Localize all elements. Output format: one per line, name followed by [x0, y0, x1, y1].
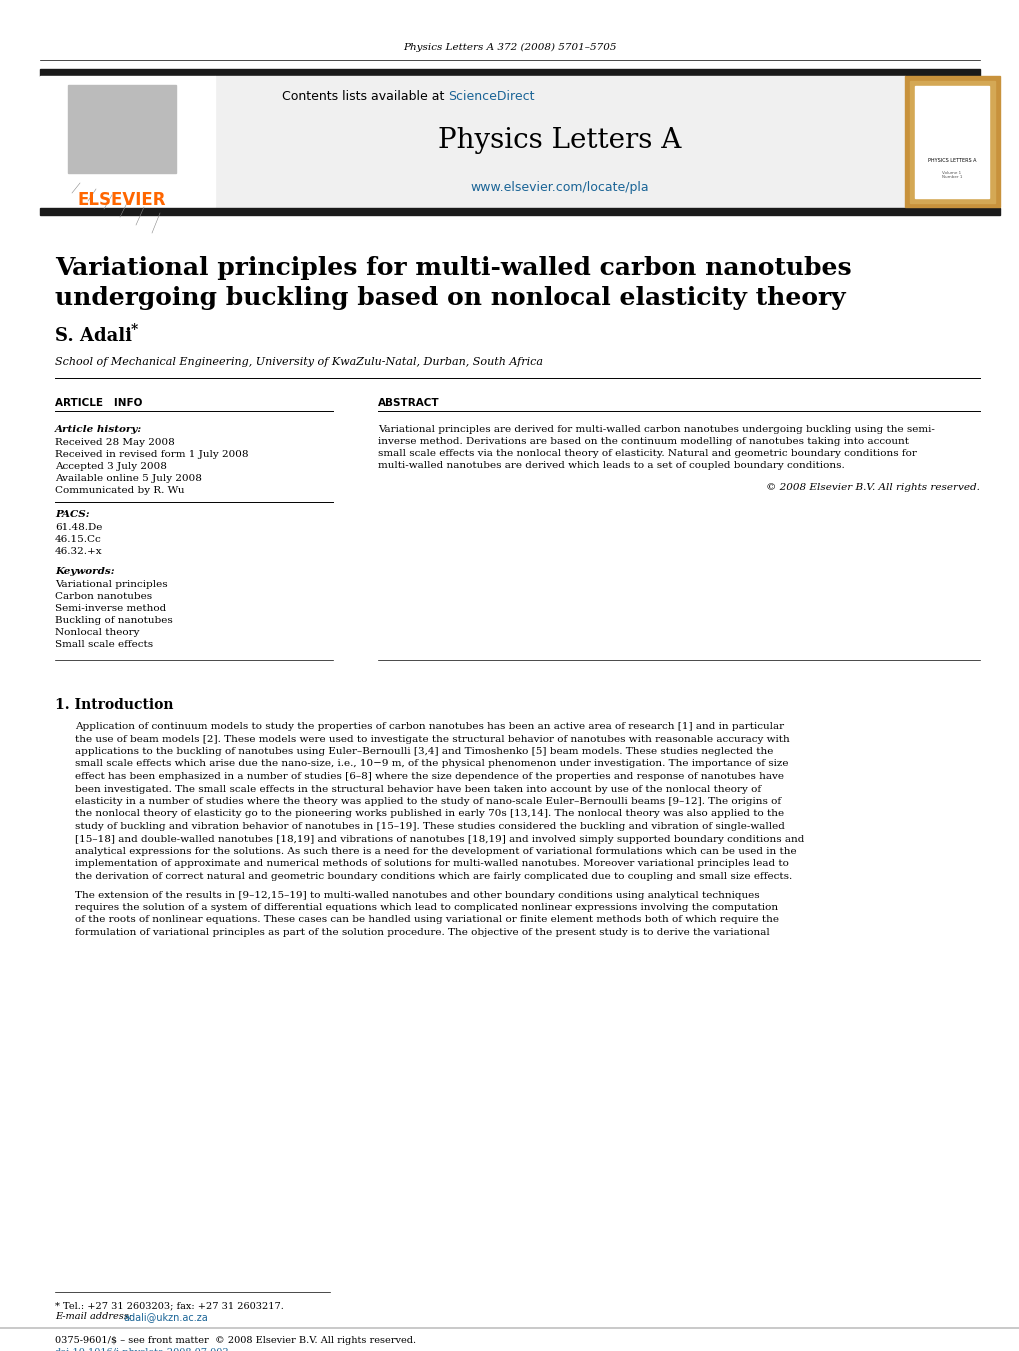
Text: Physics Letters A 372 (2008) 5701–5705: Physics Letters A 372 (2008) 5701–5705: [403, 42, 616, 51]
Text: ScienceDirect: ScienceDirect: [447, 89, 534, 103]
Text: The extension of the results in [9–12,15–19] to multi-walled nanotubes and other: The extension of the results in [9–12,15…: [75, 890, 759, 900]
Text: [15–18] and double-walled nanotubes [18,19] and vibrations of nanotubes [18,19] : [15–18] and double-walled nanotubes [18,…: [75, 835, 804, 843]
Text: multi-walled nanotubes are derived which leads to a set of coupled boundary cond: multi-walled nanotubes are derived which…: [378, 461, 844, 470]
Text: doi:10.1016/j.physleta.2008.07.003: doi:10.1016/j.physleta.2008.07.003: [55, 1348, 229, 1351]
Text: the use of beam models [2]. These models were used to investigate the structural: the use of beam models [2]. These models…: [75, 735, 789, 743]
Text: undergoing buckling based on nonlocal elasticity theory: undergoing buckling based on nonlocal el…: [55, 286, 845, 309]
Text: 0375-9601/$ – see front matter  © 2008 Elsevier B.V. All rights reserved.: 0375-9601/$ – see front matter © 2008 El…: [55, 1336, 416, 1346]
Text: 46.15.Cc: 46.15.Cc: [55, 535, 102, 544]
Text: Contents lists available at: Contents lists available at: [281, 89, 447, 103]
Text: Article history:: Article history:: [55, 426, 142, 434]
Text: *: *: [130, 323, 139, 336]
Text: applications to the buckling of nanotubes using Euler–Bernoulli [3,4] and Timosh: applications to the buckling of nanotube…: [75, 747, 772, 757]
Text: Received 28 May 2008: Received 28 May 2008: [55, 438, 174, 447]
Text: the derivation of correct natural and geometric boundary conditions which are fa: the derivation of correct natural and ge…: [75, 871, 792, 881]
Text: Received in revised form 1 July 2008: Received in revised form 1 July 2008: [55, 450, 249, 459]
Text: * Tel.: +27 31 2603203; fax: +27 31 2603217.: * Tel.: +27 31 2603203; fax: +27 31 2603…: [55, 1301, 283, 1310]
Text: ARTICLE   INFO: ARTICLE INFO: [55, 399, 143, 408]
Bar: [40, 208, 999, 215]
Text: Accepted 3 July 2008: Accepted 3 July 2008: [55, 462, 167, 471]
Text: Carbon nanotubes: Carbon nanotubes: [55, 592, 152, 601]
Text: small scale effects via the nonlocal theory of elasticity. Natural and geometric: small scale effects via the nonlocal the…: [378, 449, 916, 458]
Text: 1. Introduction: 1. Introduction: [55, 698, 173, 712]
Text: effect has been emphasized in a number of studies [6–8] where the size dependenc: effect has been emphasized in a number o…: [75, 771, 784, 781]
Text: small scale effects which arise due the nano-size, i.e., 10−9 m, of the physical: small scale effects which arise due the …: [75, 759, 788, 769]
Text: Available online 5 July 2008: Available online 5 July 2008: [55, 474, 202, 484]
Bar: [904, 76, 999, 207]
Text: S. Adali: S. Adali: [55, 327, 131, 345]
Text: adali@ukzn.ac.za: adali@ukzn.ac.za: [123, 1312, 208, 1323]
Text: requires the solution of a system of differential equations which lead to compli: requires the solution of a system of dif…: [75, 902, 777, 912]
Text: 61.48.De: 61.48.De: [55, 523, 102, 532]
Text: Communicated by R. Wu: Communicated by R. Wu: [55, 486, 184, 494]
Text: analytical expressions for the solutions. As such there is a need for the develo: analytical expressions for the solutions…: [75, 847, 796, 857]
Text: www.elsevier.com/locate/pla: www.elsevier.com/locate/pla: [470, 181, 649, 195]
Text: elasticity in a number of studies where the theory was applied to the study of n: elasticity in a number of studies where …: [75, 797, 781, 807]
Bar: [909, 81, 994, 203]
Text: E-mail address:: E-mail address:: [55, 1312, 135, 1321]
Text: PACS:: PACS:: [55, 509, 90, 519]
Text: inverse method. Derivations are based on the continuum modelling of nanotubes ta: inverse method. Derivations are based on…: [378, 436, 908, 446]
Text: © 2008 Elsevier B.V. All rights reserved.: © 2008 Elsevier B.V. All rights reserved…: [765, 484, 979, 492]
Text: formulation of variational principles as part of the solution procedure. The obj: formulation of variational principles as…: [75, 928, 769, 938]
Text: Physics Letters A: Physics Letters A: [438, 127, 681, 154]
Text: PHYSICS LETTERS A: PHYSICS LETTERS A: [927, 158, 975, 162]
Bar: [40, 76, 215, 207]
Text: Variational principles for multi-walled carbon nanotubes: Variational principles for multi-walled …: [55, 255, 851, 280]
Bar: [40, 69, 979, 76]
Text: School of Mechanical Engineering, University of KwaZulu-Natal, Durban, South Afr: School of Mechanical Engineering, Univer…: [55, 357, 542, 367]
Text: Variational principles: Variational principles: [55, 580, 167, 589]
Text: ELSEVIER: ELSEVIER: [77, 190, 166, 209]
Text: Semi-inverse method: Semi-inverse method: [55, 604, 166, 613]
Text: Keywords:: Keywords:: [55, 567, 114, 576]
Text: Small scale effects: Small scale effects: [55, 640, 153, 648]
Text: implementation of approximate and numerical methods of solutions for multi-walle: implementation of approximate and numeri…: [75, 859, 788, 869]
Text: 46.32.+x: 46.32.+x: [55, 547, 103, 557]
Text: of the roots of nonlinear equations. These cases can be handled using variationa: of the roots of nonlinear equations. The…: [75, 916, 779, 924]
Text: Variational principles are derived for multi-walled carbon nanotubes undergoing : Variational principles are derived for m…: [378, 426, 934, 434]
Bar: [68, 85, 176, 173]
Bar: [914, 86, 988, 199]
Text: Volume 1
Number 1: Volume 1 Number 1: [941, 170, 961, 180]
Text: study of buckling and vibration behavior of nanotubes in [15–19]. These studies : study of buckling and vibration behavior…: [75, 821, 784, 831]
Text: Application of continuum models to study the properties of carbon nanotubes has : Application of continuum models to study…: [75, 721, 784, 731]
Text: been investigated. The small scale effects in the structural behavior have been : been investigated. The small scale effec…: [75, 785, 760, 793]
Text: ABSTRACT: ABSTRACT: [378, 399, 439, 408]
Bar: [215, 76, 904, 207]
Text: the nonlocal theory of elasticity go to the pioneering works published in early : the nonlocal theory of elasticity go to …: [75, 809, 784, 819]
Text: Buckling of nanotubes: Buckling of nanotubes: [55, 616, 172, 626]
Text: Nonlocal theory: Nonlocal theory: [55, 628, 140, 638]
